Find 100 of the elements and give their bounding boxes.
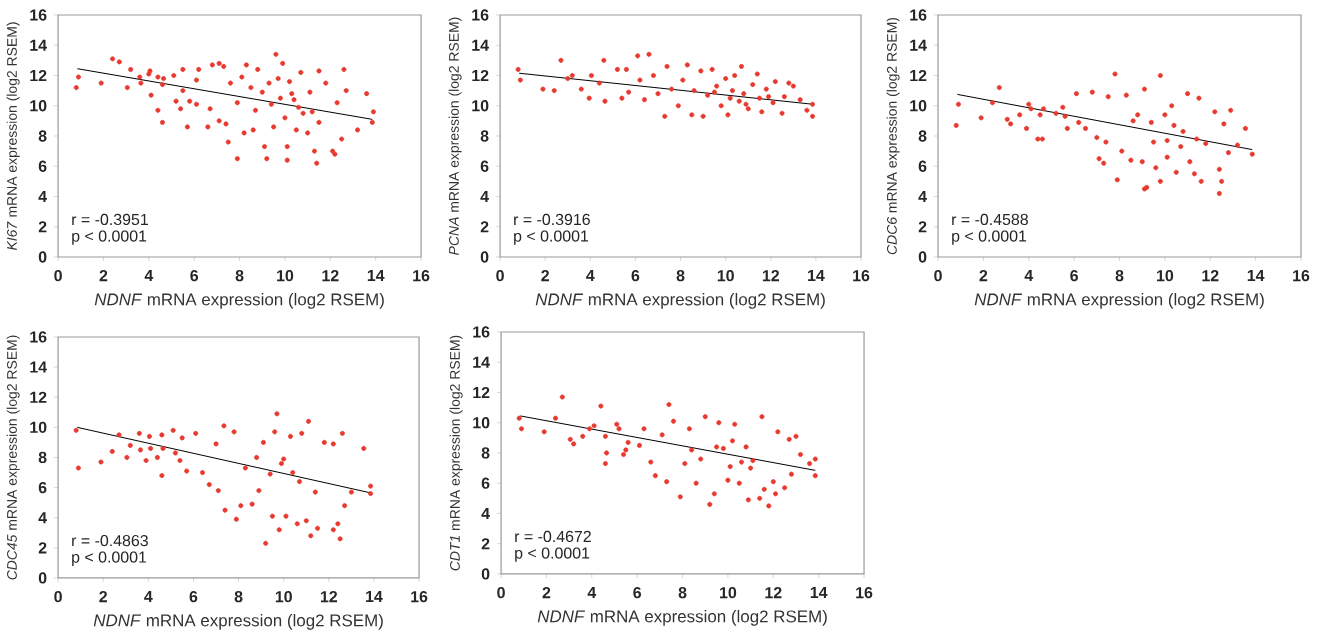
x-tick-label: 12 (1202, 269, 1219, 281)
x-tick-label: 4 (587, 586, 597, 598)
y-axis-title: PCNA mRNA expression (log2 RSEM) (448, 17, 462, 255)
x-tick-label: 10 (277, 269, 294, 282)
x-tick-label: 2 (541, 269, 549, 281)
annotation: p < 0.0001 (72, 230, 147, 245)
x-tick-label: 14 (367, 269, 385, 281)
x-tick-label: 10 (720, 586, 737, 599)
y-tick-label: 14 (30, 39, 47, 51)
x-tick-label: 0 (54, 590, 62, 603)
x-tick-label: 0 (934, 269, 942, 282)
annotation: r = -0.4672 (515, 530, 591, 542)
y-tick-label: 14 (472, 39, 489, 51)
y-tick-label: 2 (481, 537, 490, 550)
x-tick-label: 6 (633, 586, 642, 599)
y-tick-label: 6 (480, 160, 489, 172)
y-tick-label: 14 (910, 39, 927, 51)
x-tick-label: 16 (413, 269, 430, 282)
y-tick-label: 14 (473, 356, 490, 368)
x-tick-label: 0 (54, 269, 62, 282)
x-tick-label: 16 (856, 586, 873, 599)
x-axis-title: NDNF mRNA expression (log2 RSEM) (535, 292, 825, 309)
y-tick-label: 4 (38, 512, 47, 524)
y-tick-label: 16 (30, 331, 47, 343)
x-tick-label: 10 (717, 269, 734, 282)
y-tick-label: 4 (38, 190, 47, 202)
y-tick-label: 8 (38, 130, 47, 142)
y-tick-label: 0 (481, 568, 490, 580)
y-tick-label: 16 (910, 9, 927, 21)
x-tick-label: 8 (235, 269, 244, 282)
y-tick-label: 0 (38, 572, 47, 584)
y-axis-title: KI67 mRNA expression (log2 RSEM) (6, 22, 20, 250)
y-tick-label: 8 (480, 130, 489, 142)
y-tick-label: 6 (481, 477, 490, 489)
y-tick-label: 4 (480, 190, 489, 202)
x-tick-label: 6 (190, 269, 199, 282)
x-tick-label: 16 (853, 269, 870, 282)
y-tick-label: 0 (480, 251, 489, 263)
x-axis-title: NDNF mRNA expression (log2 RSEM) (94, 292, 384, 309)
y-tick-label: 8 (918, 130, 927, 142)
y-tick-label: 0 (918, 251, 927, 263)
y-tick-label: 8 (481, 447, 490, 459)
y-tick-label: 2 (38, 542, 47, 554)
annotation: p < 0.0001 (515, 547, 590, 562)
y-tick-label: 16 (473, 326, 490, 338)
x-axis-title: NDNF mRNA expression (log2 RSEM) (537, 609, 827, 626)
y-tick-label: 10 (910, 99, 927, 112)
annotation: p < 0.0001 (952, 230, 1027, 245)
y-tick-label: 8 (38, 451, 47, 463)
x-tick-label: 12 (765, 586, 782, 598)
y-tick-label: 12 (30, 69, 47, 81)
y-axis-title: CDT1 mRNA expression (log2 RSEM) (449, 335, 463, 571)
x-tick-label: 2 (99, 590, 107, 602)
x-tick-label: 6 (189, 590, 198, 603)
x-tick-label: 12 (762, 269, 780, 281)
x-tick-label: 14 (1247, 269, 1265, 281)
x-tick-label: 8 (1115, 269, 1124, 282)
y-tick-label: 14 (30, 361, 47, 373)
y-tick-label: 4 (481, 507, 490, 519)
y-tick-label: 6 (38, 160, 47, 172)
y-tick-label: 12 (30, 391, 47, 403)
x-tick-label: 4 (1024, 269, 1034, 281)
y-tick-label: 0 (38, 251, 47, 263)
x-tick-label: 2 (99, 269, 108, 281)
x-axis-title: NDNF mRNA expression (log2 RSEM) (974, 292, 1264, 309)
y-tick-label: 10 (473, 416, 490, 429)
y-axis-title: CDC6 mRNA expression (log2 RSEM) (886, 17, 900, 254)
y-tick-label: 10 (30, 421, 47, 433)
y-tick-label: 16 (30, 9, 47, 21)
x-tick-label: 0 (496, 269, 504, 282)
x-tick-label: 2 (979, 269, 988, 281)
y-tick-label: 6 (918, 160, 927, 172)
x-tick-label: 4 (144, 590, 153, 602)
y-tick-label: 6 (38, 481, 47, 494)
annotation: p < 0.0001 (72, 551, 147, 566)
x-tick-label: 10 (1157, 269, 1174, 282)
y-tick-label: 16 (472, 9, 489, 21)
y-tick-label: 2 (38, 220, 47, 233)
y-tick-label: 12 (910, 69, 927, 81)
y-axis-title: CDC45 mRNA expression (log2 RSEM) (6, 335, 20, 580)
y-tick-label: 2 (918, 220, 927, 233)
x-tick-label: 0 (497, 586, 505, 599)
y-tick-label: 12 (472, 69, 489, 81)
x-tick-label: 16 (1293, 269, 1310, 282)
x-tick-label: 12 (320, 590, 338, 602)
annotation: p < 0.0001 (514, 230, 589, 245)
x-tick-label: 14 (810, 586, 828, 598)
x-tick-label: 4 (144, 269, 154, 281)
x-tick-label: 12 (322, 269, 339, 281)
x-tick-label: 14 (366, 590, 383, 602)
x-tick-label: 2 (542, 586, 551, 598)
annotation: r = -0.4863 (72, 534, 148, 547)
x-tick-label: 8 (676, 269, 685, 282)
y-tick-label: 2 (480, 220, 489, 233)
x-axis-title: NDNF mRNA expression (log2 RSEM) (93, 613, 383, 630)
y-tick-label: 10 (30, 99, 47, 112)
y-tick-label: 4 (918, 190, 927, 202)
x-tick-label: 8 (234, 590, 243, 603)
annotation: r = -0.3916 (514, 213, 590, 225)
annotation: r = -0.3951 (72, 213, 148, 225)
